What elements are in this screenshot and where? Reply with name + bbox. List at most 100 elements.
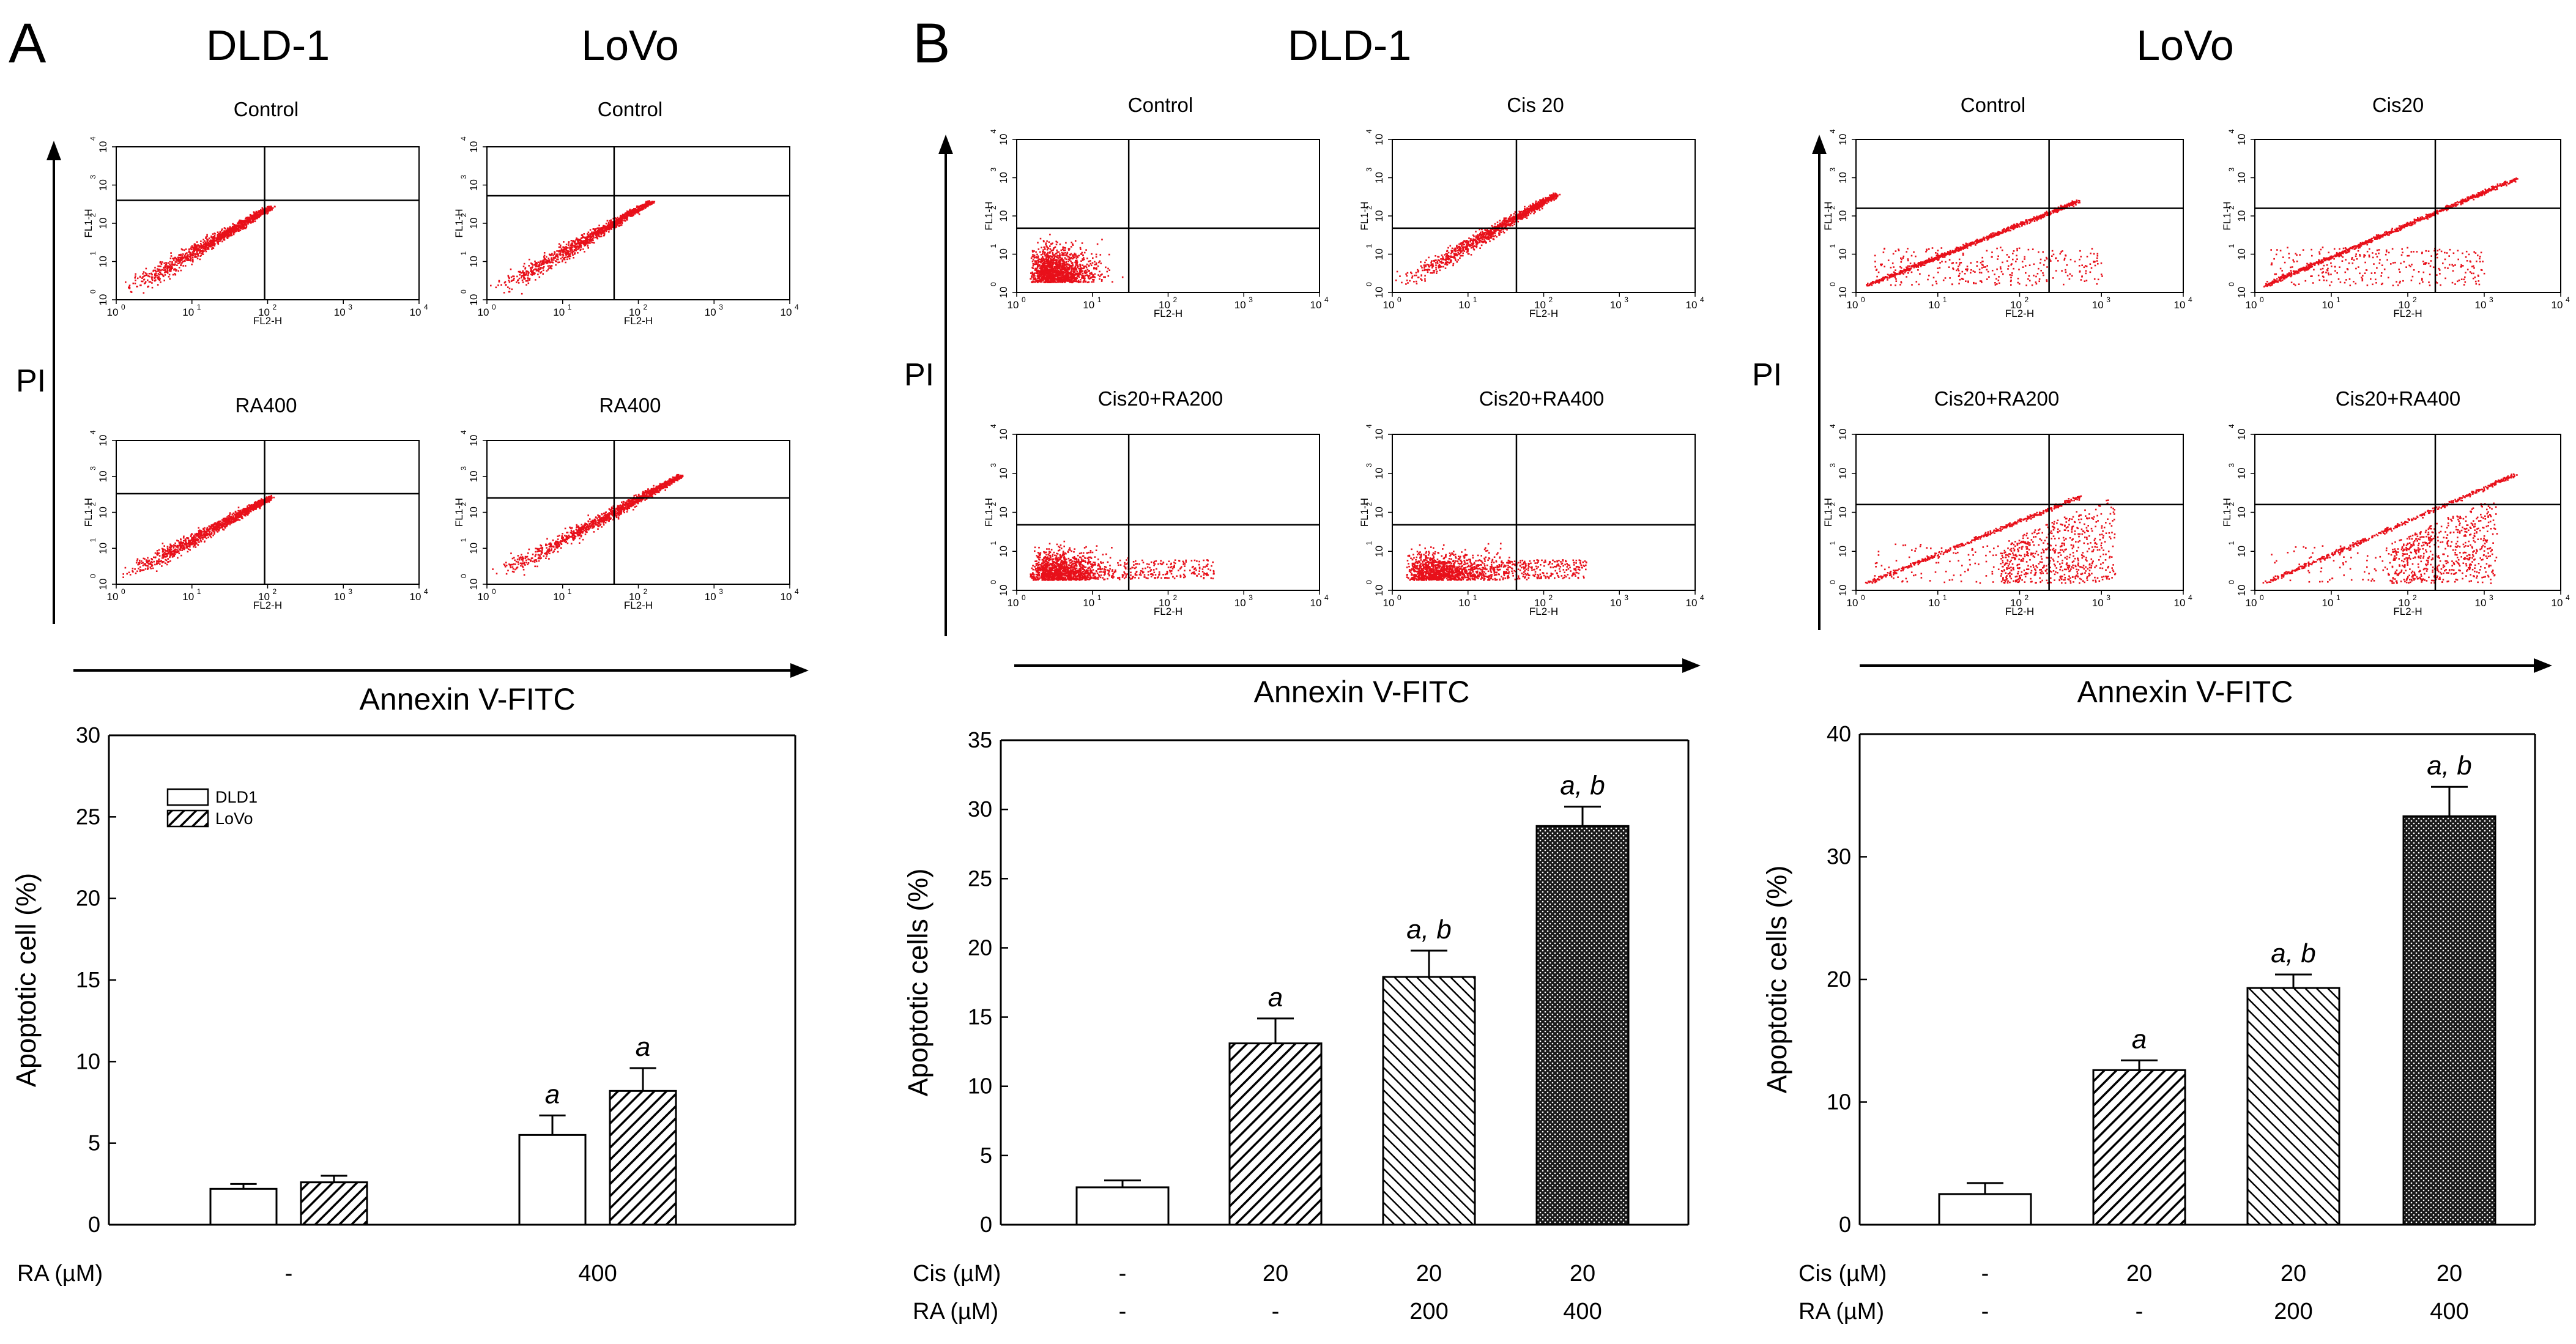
flow-x-tick-label: 10 (1686, 597, 1698, 609)
row-value: 400 (1563, 1299, 1602, 1324)
flow-y-tick-exponent: 1 (89, 251, 97, 256)
y-tick-label: 20 (1827, 967, 1851, 992)
flow-x-tick-label: 10 (2399, 597, 2410, 609)
bar-chart-b-dld1: 0 5 10 15 20 25 30 35 Apoptotic cells (%) a a, b a,… (902, 727, 1690, 1324)
flow-y-tick-exponent: 2 (89, 213, 97, 217)
flow-y-tick-exponent: 0 (459, 289, 468, 294)
flow-x-tick-exponent: 0 (121, 587, 125, 596)
flow-x-tick-exponent: 4 (2188, 295, 2192, 304)
row-value: 20 (2437, 1261, 2462, 1286)
panel-b-lovo-annexin-axis (1860, 658, 2552, 673)
panel-b-dld1-pi-axis (938, 135, 953, 636)
flow-y-tick-label: 10 (468, 179, 480, 191)
bar (1382, 976, 1476, 1226)
flow-y-tick-label: 10 (2236, 287, 2248, 299)
flow-y-tick-exponent: 0 (989, 282, 998, 286)
flow-x-tick-exponent: 0 (492, 303, 496, 311)
flow-y-tick-label: 10 (468, 543, 480, 554)
panel-b-lovo-pi-axis (1812, 135, 1827, 630)
flow-y-tick-label: 10 (468, 256, 480, 267)
row-value: 20 (1570, 1261, 1595, 1286)
flow-y-tick-label: 10 (468, 218, 480, 229)
flow-x-tick-exponent: 3 (1624, 593, 1628, 602)
flow-x-axis-label: FL2-H (1154, 606, 1182, 617)
flow-title-a-2: Control (598, 98, 663, 121)
flow-x-tick-exponent: 4 (2566, 295, 2570, 304)
bar (2092, 1069, 2186, 1226)
flow-x-tick-exponent: 3 (2489, 593, 2493, 602)
y-tick-label: 25 (968, 866, 992, 891)
flow-x-tick-exponent: 2 (1173, 295, 1178, 304)
flow-x-tick-exponent: 4 (1700, 593, 1704, 602)
flow-x-tick-label: 10 (629, 591, 640, 603)
flow-y-tick-label: 10 (998, 210, 1009, 222)
flow-x-tick-exponent: 1 (197, 303, 201, 311)
flow-x-axis-label: FL2-H (2393, 308, 2422, 319)
flow-y-tick-label: 10 (1837, 248, 1849, 260)
flow-dot-cloud (2263, 177, 2518, 288)
flow-y-tick-label: 10 (97, 543, 109, 554)
significance-label: a, b (2271, 938, 2315, 968)
significance-label: a (1268, 982, 1283, 1012)
bar (1535, 825, 1630, 1226)
flow-y-tick-label: 10 (1373, 467, 1385, 479)
flow-y-axis-label: FL1-H (1822, 201, 1834, 230)
flow-y-tick-label: 10 (998, 467, 1009, 479)
row-label: RA (µM) (1798, 1299, 1884, 1324)
flow-x-tick-label: 10 (1928, 299, 1940, 311)
flow-x-tick-label: 10 (1234, 299, 1246, 311)
flow-x-tick-label: 10 (781, 306, 792, 318)
flow-y-tick-exponent: 0 (89, 574, 97, 578)
flow-y-tick-label: 10 (2236, 172, 2248, 184)
flow-x-tick-label: 10 (1458, 299, 1470, 311)
legend-swatch (166, 809, 209, 828)
flow-y-tick-label: 10 (998, 507, 1009, 518)
flow-x-tick-exponent: 2 (644, 587, 648, 596)
row-value: 20 (1263, 1261, 1288, 1286)
row-value: 200 (2274, 1299, 2312, 1324)
flow-y-tick-exponent: 4 (989, 424, 998, 428)
flow-x-tick-exponent: 2 (1549, 593, 1553, 602)
flow-x-tick-label: 10 (1159, 597, 1170, 609)
flow-x-axis-label: FL2-H (253, 315, 282, 327)
flow-x-tick-exponent: 1 (197, 587, 201, 596)
y-tick-label: 10 (1827, 1090, 1851, 1115)
flow-y-tick-label: 10 (1373, 210, 1385, 222)
flow-y-axis-label: FL1-H (2221, 201, 2233, 230)
flow-y-tick-label: 10 (998, 248, 1009, 260)
bar (1228, 1042, 1323, 1226)
flow-y-tick-label: 10 (2236, 585, 2248, 596)
flow-y-tick-label: 10 (1837, 507, 1849, 518)
flow-x-tick-exponent: 3 (1624, 295, 1628, 304)
panel-b-dld1-annexin-axis (1014, 658, 1701, 673)
flow-y-axis-label: FL1-H (83, 498, 94, 527)
flow-dot-cloud (122, 494, 275, 578)
flow-y-tick-exponent: 1 (89, 538, 97, 542)
flow-y-tick-exponent: 4 (1828, 129, 1837, 133)
significance-label: a, b (2427, 751, 2471, 781)
flow-title-b-lovo-3: Cis20+RA200 (1934, 387, 2060, 410)
flow-title-a-3: RA400 (236, 394, 297, 417)
flow-y-tick-exponent: 1 (1828, 244, 1837, 248)
flow-x-tick-exponent: 4 (2188, 593, 2192, 602)
flow-y-tick-exponent: 0 (1828, 580, 1837, 584)
flow-y-tick-exponent: 3 (89, 466, 97, 470)
flow-y-tick-exponent: 3 (2227, 168, 2236, 172)
flow-x-tick-exponent: 1 (1473, 295, 1477, 304)
flow-x-tick-exponent: 3 (2106, 295, 2110, 304)
flow-y-tick-exponent: 4 (2227, 424, 2236, 428)
flow-y-tick-exponent: 2 (1828, 206, 1837, 210)
flow-x-tick-label: 10 (410, 591, 421, 603)
flow-x-tick-exponent: 2 (1549, 295, 1553, 304)
flow-y-axis-label: FL1-H (1359, 201, 1370, 230)
flow-y-tick-exponent: 3 (1828, 168, 1837, 172)
flow-y-tick-exponent: 1 (989, 541, 998, 545)
significance-label: a (545, 1079, 560, 1109)
flow-y-tick-label: 10 (1837, 172, 1849, 184)
flow-dot-cloud (1865, 495, 2117, 584)
flow-y-tick-exponent: 2 (89, 502, 97, 507)
flow-y-tick-label: 10 (97, 179, 109, 191)
flow-y-tick-exponent: 0 (2227, 580, 2236, 584)
